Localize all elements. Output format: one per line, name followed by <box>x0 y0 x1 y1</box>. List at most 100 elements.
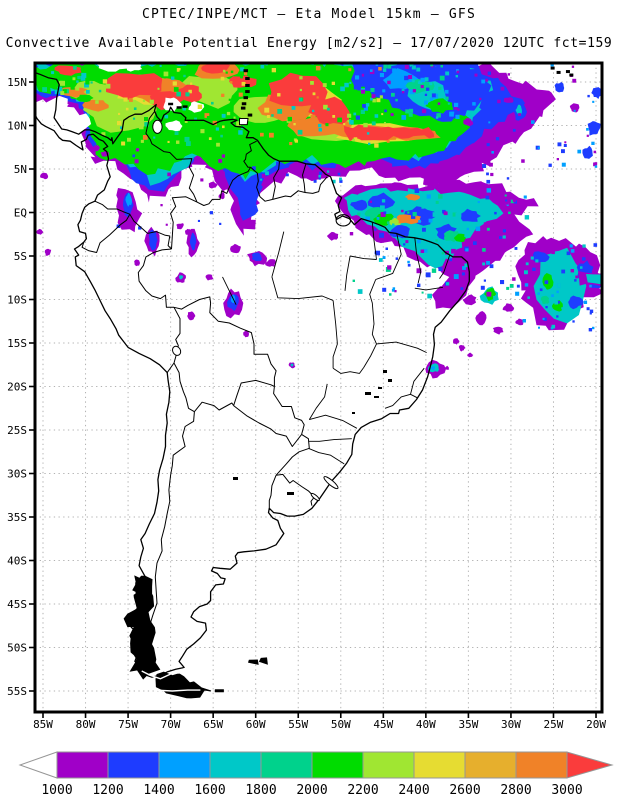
cape-speckle <box>226 111 231 116</box>
lon-tick-label: 30W <box>501 718 521 731</box>
cape-speckle <box>447 102 450 105</box>
cape-speckle <box>222 69 226 73</box>
cape-speckle <box>326 170 330 173</box>
cape-speckle <box>496 197 501 201</box>
cape-speckle <box>264 107 270 113</box>
cape-speckle <box>339 179 343 183</box>
cape-speckle <box>162 144 165 147</box>
cape-blob <box>265 259 276 267</box>
cape-blob <box>587 121 601 136</box>
cape-speckle <box>489 264 494 269</box>
cape-speckle <box>221 113 226 118</box>
cape-speckle <box>266 115 270 118</box>
legend-segment <box>311 751 364 779</box>
cape-speckle <box>395 257 399 260</box>
cape-speckle <box>462 266 466 270</box>
island-cape-verde <box>565 70 570 74</box>
cape-speckle <box>582 244 586 248</box>
cape-speckle <box>554 300 558 305</box>
cape-speckle <box>438 267 443 272</box>
legend-colorbar: 1000 1200 1400 1600 1800 2000 2200 2400 2600 2800… <box>18 751 614 798</box>
cape-speckle <box>486 227 490 231</box>
cape-speckle <box>437 102 441 105</box>
cape-speckle <box>435 239 438 242</box>
island-antilles <box>245 90 250 94</box>
cape-speckle <box>411 214 416 219</box>
cape-speckle <box>138 124 144 130</box>
cape-blob <box>425 98 454 114</box>
legend-tick-label: 3000 <box>551 783 582 798</box>
cape-speckle <box>556 158 559 161</box>
cape-speckle <box>337 172 341 176</box>
cape-speckle <box>271 114 274 117</box>
cape-speckle <box>74 82 77 85</box>
cape-speckle <box>486 188 491 193</box>
cape-speckle <box>392 68 397 73</box>
cape-speckle <box>524 283 529 287</box>
map-feature-speck <box>352 412 355 414</box>
cape-speckle <box>407 211 410 214</box>
cape-speckle <box>591 141 595 145</box>
cape-speckle <box>118 112 121 115</box>
cape-field <box>35 63 602 379</box>
cape-speckle <box>380 205 385 211</box>
cape-speckle <box>508 199 511 202</box>
cape-speckle <box>518 113 521 116</box>
cape-blob <box>93 144 100 152</box>
cape-speckle <box>54 89 60 95</box>
cape-speckle <box>424 77 429 82</box>
cape-speckle <box>194 117 197 121</box>
cape-speckle <box>508 237 512 241</box>
cape-speckle <box>405 240 409 244</box>
cape-speckle <box>364 74 368 78</box>
cape-blob <box>502 303 515 312</box>
cape-speckle <box>485 78 489 82</box>
cape-speckle <box>389 293 392 296</box>
cape-speckle <box>90 81 93 84</box>
cape-blob <box>148 229 158 251</box>
cape-speckle <box>421 291 424 294</box>
cape-speckle <box>551 250 555 255</box>
state-border <box>332 367 365 374</box>
cape-speckle <box>573 109 576 112</box>
cape-speckle <box>144 117 148 121</box>
cape-speckle <box>382 68 387 72</box>
cape-speckle <box>505 201 509 205</box>
cape-speckle <box>482 164 487 168</box>
cape-speckle <box>414 188 420 193</box>
cape-speckle <box>401 90 405 94</box>
cape-speckle <box>506 286 510 290</box>
cape-speckle <box>340 86 345 92</box>
cape-speckle <box>85 80 90 85</box>
cape-speckle <box>349 232 354 236</box>
lat-tick-label: 50S <box>7 642 27 655</box>
cape-speckle <box>505 199 508 202</box>
cape-speckle <box>297 129 303 135</box>
cape-speckle <box>296 166 299 169</box>
cape-speckle <box>405 109 410 114</box>
cape-blob <box>36 228 44 235</box>
cape-speckle <box>339 177 342 181</box>
country-border <box>173 296 277 387</box>
cape-speckle <box>441 246 444 249</box>
cape-speckle <box>127 137 131 142</box>
cape-speckle <box>337 117 342 123</box>
legend-arrow-left <box>18 751 58 779</box>
page-subtitle: Convective Available Potential Energy [m… <box>6 36 613 51</box>
cape-speckle <box>409 89 415 95</box>
cape-speckle <box>233 116 236 119</box>
cape-blob <box>35 120 55 140</box>
cape-speckle <box>117 121 122 126</box>
cape-speckle <box>76 80 79 83</box>
cape-speckle <box>380 212 386 217</box>
cape-speckle <box>215 127 219 131</box>
cape-speckle <box>538 326 540 329</box>
cape-speckle <box>454 102 459 107</box>
cape-blob <box>367 192 396 210</box>
cape-speckle <box>418 80 423 84</box>
cape-speckle <box>483 222 486 225</box>
cape-speckle <box>526 276 529 279</box>
cape-speckle <box>411 65 416 70</box>
cape-speckle <box>427 293 432 299</box>
cape-speckle <box>583 300 588 304</box>
